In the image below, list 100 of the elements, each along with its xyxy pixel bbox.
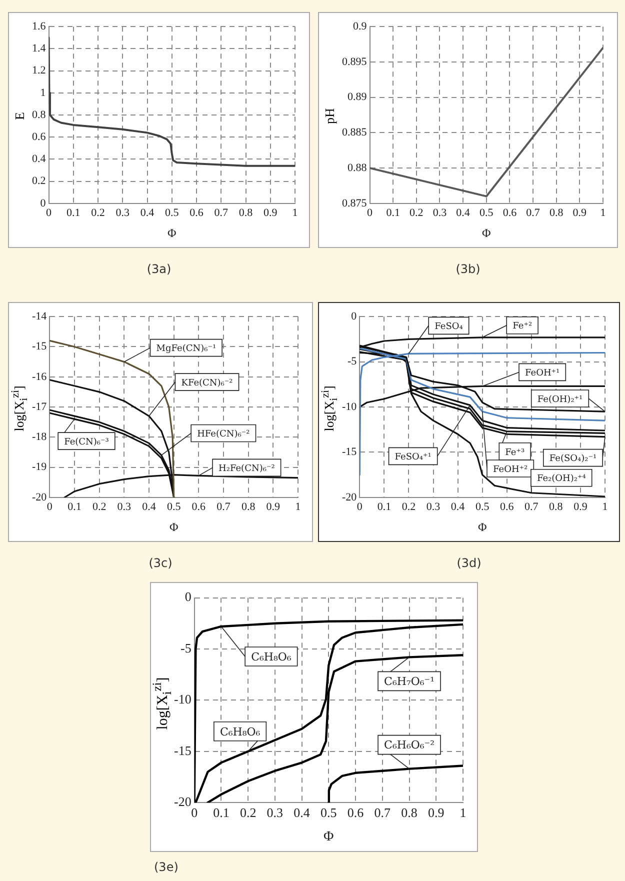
x-tick-label: 0.1 — [213, 804, 230, 820]
y-tick-label: -16 — [32, 370, 48, 383]
x-tick-label: 0.2 — [402, 500, 416, 513]
x-tick-label: 0.3 — [426, 500, 441, 513]
x-tick-label: 0.9 — [428, 804, 444, 820]
x-tick-label: 0.4 — [450, 500, 466, 513]
text: FeSO₄⁺¹ — [394, 452, 432, 463]
series-label: C₆H₆O₆⁻² — [384, 738, 435, 752]
x-tick-label: 0.7 — [526, 206, 540, 219]
x-tick-label: 0.3 — [116, 206, 130, 219]
x-tick-label: 0.1 — [377, 500, 392, 513]
y-tick-label: 0 — [184, 589, 192, 604]
x-tick-label: 0.5 — [320, 804, 337, 820]
x-tick-label: 0.2 — [92, 500, 106, 513]
x-tick-label: 0.8 — [241, 500, 256, 513]
y-tick-label: 0.8 — [32, 108, 46, 121]
x-tick-label: 0.1 — [68, 500, 82, 513]
x-tick-label: 0.8 — [549, 206, 564, 219]
x-tick-label: 0.9 — [264, 206, 278, 219]
x-tick-label: 0.2 — [91, 206, 105, 219]
x-tick-label: 0.5 — [165, 206, 180, 219]
y-tick-label: 1.2 — [32, 64, 46, 77]
x-tick-label: 0.3 — [266, 804, 284, 820]
x-tick-label: 0.8 — [549, 500, 564, 513]
x-tick-label: 0.7 — [216, 500, 231, 513]
x-tick-label: 0.5 — [480, 206, 494, 219]
y-tick-label: 0.9 — [353, 20, 368, 32]
y-tick-label: -20 — [174, 794, 192, 810]
x-tick-label: 0.5 — [475, 500, 490, 513]
series-label: C₆H₇O₆⁻¹ — [384, 675, 435, 688]
x-tick-label: 0.8 — [401, 804, 418, 820]
text: FeSO₄ — [434, 322, 464, 332]
text: (3a) — [146, 262, 172, 276]
y-tick-label: -15 — [174, 742, 192, 758]
x-axis-title: Φ — [167, 226, 176, 240]
y-axis-title: E — [12, 112, 28, 120]
x-tick-label: 0.4 — [294, 804, 310, 820]
x-axis-title: Φ — [482, 226, 491, 240]
x-tick-label: 0.4 — [456, 206, 470, 219]
y-tick-label: -20 — [32, 491, 48, 504]
x-tick-label: 0.2 — [240, 804, 256, 820]
y-tick-label: -10 — [174, 692, 192, 707]
y-tick-label: 1.6 — [32, 20, 46, 32]
x-tick-label: 0.7 — [214, 206, 228, 219]
text: (3e) — [154, 860, 178, 874]
y-tick-label: -15 — [342, 446, 358, 458]
text: C₆H₈O₆ — [251, 650, 292, 664]
y-tick-label: 0.4 — [32, 153, 46, 166]
text: KFe(CN)₆⁻² — [181, 378, 234, 388]
y-axis-title: pH — [322, 108, 338, 124]
y-tick-label: 0 — [40, 197, 46, 210]
x-tick-label: 0.6 — [500, 500, 514, 513]
x-tick-label: 0.6 — [190, 206, 204, 219]
x-tick-label: 1 — [460, 804, 466, 820]
x-tick-label: 0.7 — [524, 500, 539, 513]
y-tick-label: -14 — [32, 310, 48, 322]
y-tick-label: -20 — [342, 491, 358, 504]
text: FeOH⁺² — [492, 464, 528, 475]
x-tick-label: 0.2 — [410, 206, 424, 219]
series-label: FeOH⁺¹ — [524, 368, 560, 379]
y-tick-label: -5 — [347, 356, 358, 368]
x-tick-label: 0.8 — [238, 206, 254, 219]
x-axis-title: Φ — [324, 829, 334, 844]
text: (3b) — [456, 262, 480, 276]
y-tick-label: -18 — [32, 431, 48, 444]
text: HFe(CN)₆⁻² — [197, 430, 250, 440]
x-tick-label: 0.3 — [117, 500, 132, 513]
series-label: Fe₂(OH)₂⁺⁴ — [536, 474, 586, 484]
series-label: H₂Fe(CN)₆⁻² — [218, 464, 276, 474]
x-tick-label: 0.7 — [374, 804, 392, 820]
y-tick-label: -17 — [32, 400, 48, 413]
y-tick-label: 0.6 — [32, 130, 46, 143]
y-tick-label: 0.895 — [342, 56, 368, 68]
series-label: C₆H₈O₆ — [220, 725, 261, 738]
y-tick-label: 0.875 — [342, 197, 368, 210]
y-tick-label: 0.885 — [342, 126, 368, 139]
x-tick-label: 1 — [600, 206, 606, 219]
x-axis-title: Φ — [169, 520, 178, 534]
x-tick-label: 1 — [602, 500, 608, 513]
y-tick-label: 0.88 — [348, 162, 368, 174]
x-tick-label: 0.4 — [140, 206, 155, 219]
series-label: Fe(CN)₆⁻³ — [64, 437, 110, 448]
y-tick-label: 1.4 — [32, 42, 46, 55]
y-tick-label: -15 — [32, 340, 48, 353]
x-tick-label: 0.1 — [66, 206, 80, 219]
x-tick-label: 0.4 — [142, 500, 156, 513]
text: MgFe(CN)₆⁻¹ — [156, 344, 216, 354]
y-tick-label: -5 — [180, 640, 192, 656]
x-tick-label: 0.3 — [432, 206, 448, 219]
series-label: Fe(OH)₂⁺¹ — [537, 394, 583, 405]
x-tick-label: 1 — [295, 500, 301, 513]
x-tick-label: 1 — [292, 206, 298, 219]
y-tick-label: -10 — [342, 400, 358, 413]
y-tick-label: 0.89 — [348, 91, 368, 104]
text: (3d) — [456, 556, 482, 570]
series-label: Fe⁺³ — [505, 448, 525, 458]
x-tick-label: 0.6 — [192, 500, 206, 513]
y-tick-label: 0 — [351, 310, 358, 322]
series-label: Fe⁺² — [512, 322, 532, 332]
y-tick-label: 1 — [40, 86, 46, 99]
